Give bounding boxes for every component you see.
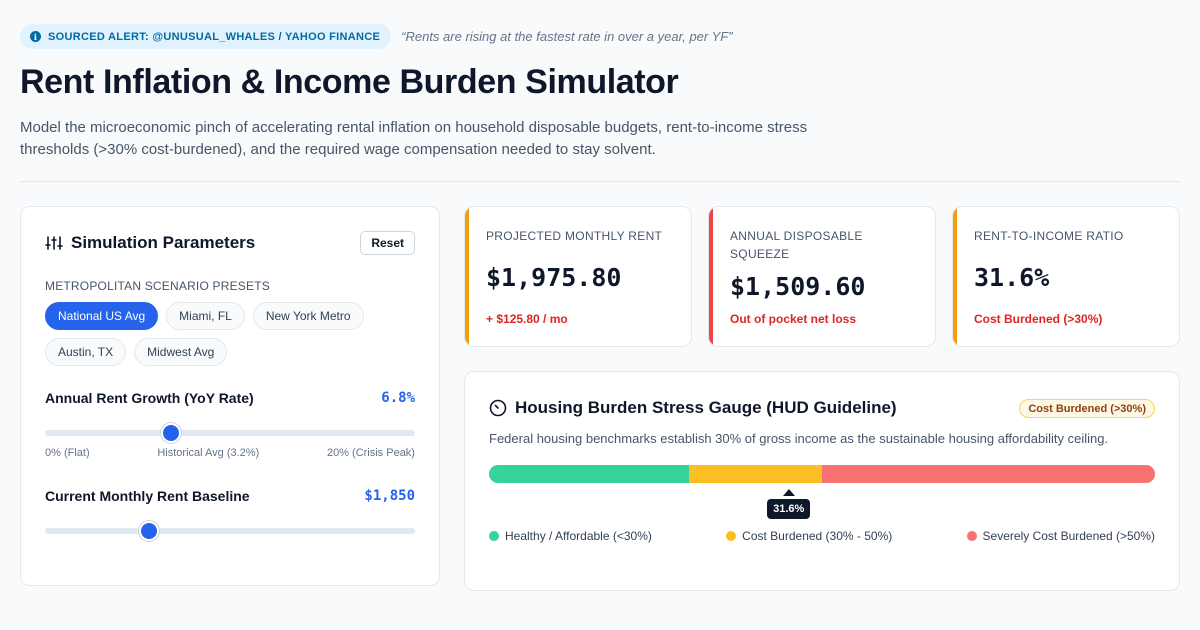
stress-gauge-bar (489, 465, 1155, 483)
rent-growth-label: Annual Rent Growth (YoY Rate) (45, 390, 254, 406)
preset-national-us-avg[interactable]: National US Avg (45, 302, 159, 330)
rent-baseline-label: Current Monthly Rent Baseline (45, 488, 250, 504)
gauge-icon (489, 399, 507, 417)
card-accent (709, 207, 713, 346)
tick-min: 0% (Flat) (45, 447, 90, 459)
gauge-legend: Healthy / Affordable (<30%) Cost Burdene… (489, 529, 1155, 543)
rent-baseline-value: $1,850 (364, 488, 415, 504)
metric-card-projected-rent: PROJECTED MONTHLY RENT $1,975.80 + $125.… (464, 206, 692, 347)
tick-max: 20% (Crisis Peak) (326, 447, 415, 459)
alert-label: SOURCED ALERT: @UNUSUAL_WHALES / YAHOO F… (48, 30, 381, 43)
gauge-segment-1 (688, 465, 822, 483)
metric-label: PROJECTED MONTHLY RENT (486, 229, 663, 243)
rent-growth-value: 6.8% (381, 390, 415, 406)
legend-dot (966, 531, 977, 541)
rent-growth-slider-thumb[interactable] (160, 423, 181, 443)
legend-dot (489, 531, 499, 541)
rent-growth-slider[interactable] (45, 423, 415, 443)
metric-card-disposable-squeeze: ANNUAL DISPOSABLE SQUEEZE $1,509.60 Out … (708, 206, 936, 347)
sourced-alert-badge[interactable]: i SOURCED ALERT: @UNUSUAL_WHALES / YAHOO… (20, 24, 392, 49)
rent-growth-control: Annual Rent Growth (YoY Rate) 6.8% 0% (F… (45, 390, 415, 459)
panel-title: Simulation Parameters (71, 233, 256, 252)
sliders-icon (45, 236, 63, 250)
reset-button[interactable]: Reset (360, 231, 415, 255)
legend-label: Severely Cost Burdened (>50%) (982, 529, 1155, 543)
metric-value: 31.6% (974, 263, 1050, 292)
housing-burden-gauge-panel: Housing Burden Stress Gauge (HUD Guideli… (464, 371, 1180, 591)
simulation-parameters-panel: Simulation Parameters Reset METROPOLITAN… (20, 206, 440, 586)
marker-value-label: 31.6% (767, 499, 811, 519)
preset-chips: National US Avg Miami, FL New York Metro… (45, 302, 425, 366)
page-subtitle: Model the microeconomic pinch of acceler… (20, 119, 808, 158)
gauge-marker: 31.6% (767, 489, 811, 519)
gauge-segment-2 (821, 465, 1155, 483)
legend-label: Cost Burdened (30% - 50%) (742, 529, 893, 543)
gauge-segment-0 (489, 465, 689, 483)
marker-pointer (782, 489, 795, 496)
metric-card-rent-to-income: RENT-TO-INCOME RATIO 31.6% Cost Burdened… (952, 206, 1180, 347)
legend-dot (726, 531, 737, 541)
rent-baseline-slider[interactable] (45, 521, 415, 541)
page-title: Rent Inflation & Income Burden Simulator (20, 63, 679, 101)
legend-item-burdened: Cost Burdened (30% - 50%) (726, 529, 892, 543)
card-accent (465, 207, 469, 346)
gauge-header: Housing Burden Stress Gauge (HUD Guideli… (489, 398, 897, 418)
gauge-title: Housing Burden Stress Gauge (HUD Guideli… (515, 398, 897, 417)
metric-note: Out of pocket net loss (730, 312, 857, 326)
header-divider (20, 181, 1180, 182)
metric-value: $1,509.60 (730, 272, 866, 301)
alert-row: i SOURCED ALERT: @UNUSUAL_WHALES / YAHOO… (20, 24, 733, 49)
card-accent (953, 207, 957, 346)
tick-mid: Historical Avg (3.2%) (157, 447, 260, 459)
presets-label: METROPOLITAN SCENARIO PRESETS (45, 279, 270, 293)
preset-midwest-avg[interactable]: Midwest Avg (134, 338, 228, 366)
legend-item-severe: Severely Cost Burdened (>50%) (966, 529, 1155, 543)
preset-new-york-metro[interactable]: New York Metro (252, 302, 364, 330)
metric-value: $1,975.80 (486, 263, 622, 292)
rent-baseline-control: Current Monthly Rent Baseline $1,850 (45, 488, 415, 541)
metric-label: ANNUAL DISPOSABLE SQUEEZE (730, 229, 863, 261)
status-badge: Cost Burdened (>30%) (1019, 399, 1155, 418)
info-icon: i (30, 31, 41, 42)
legend-label: Healthy / Affordable (<30%) (505, 529, 652, 543)
panel-header: Simulation Parameters (45, 233, 255, 253)
metric-note: Cost Burdened (>30%) (974, 312, 1103, 326)
rent-baseline-slider-thumb[interactable] (138, 521, 159, 541)
metric-note: + $125.80 / mo (486, 312, 568, 326)
legend-item-healthy: Healthy / Affordable (<30%) (489, 529, 652, 543)
metric-label: RENT-TO-INCOME RATIO (974, 229, 1124, 243)
preset-austin-tx[interactable]: Austin, TX (45, 338, 127, 366)
gauge-description: Federal housing benchmarks establish 30%… (489, 431, 1109, 446)
preset-miami-fl[interactable]: Miami, FL (166, 302, 245, 330)
alert-quote: “Rents are rising at the fastest rate in… (401, 29, 733, 44)
